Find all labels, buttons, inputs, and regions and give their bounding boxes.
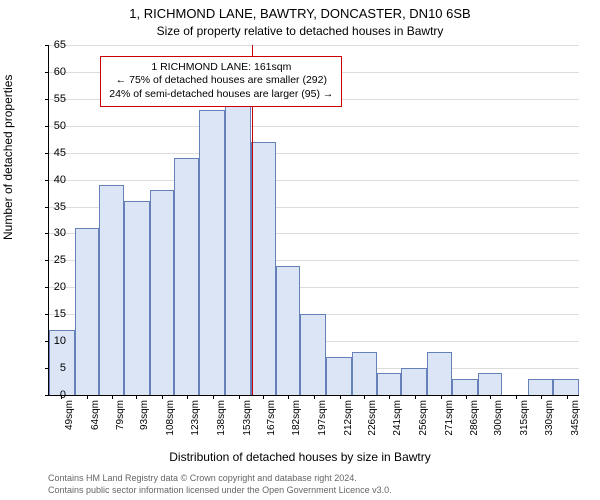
xtick-mark — [490, 395, 491, 399]
ytick-label: 40 — [42, 174, 66, 186]
xtick-label: 226sqm — [367, 400, 378, 436]
gridline — [49, 153, 579, 154]
gridline — [49, 180, 579, 181]
histogram-bar — [276, 266, 300, 395]
ytick-label: 10 — [42, 335, 66, 347]
histogram-bar — [478, 373, 502, 395]
ytick-label: 50 — [42, 120, 66, 132]
ytick-label: 5 — [42, 362, 66, 374]
histogram-bar — [124, 201, 150, 395]
histogram-bar — [452, 379, 478, 395]
xtick-label: 123sqm — [190, 400, 201, 436]
xtick-label: 271sqm — [444, 400, 455, 436]
chart-plot-area: 49sqm64sqm79sqm93sqm108sqm123sqm138sqm15… — [48, 45, 579, 396]
ytick-label: 55 — [42, 93, 66, 105]
histogram-bar — [225, 104, 251, 395]
xtick-mark — [364, 395, 365, 399]
xtick-label: 49sqm — [64, 400, 75, 430]
xtick-mark — [541, 395, 542, 399]
xtick-label: 256sqm — [418, 400, 429, 436]
histogram-bar — [528, 379, 554, 395]
histogram-bar — [377, 373, 401, 395]
xtick-label: 153sqm — [242, 400, 253, 436]
histogram-bar — [553, 379, 579, 395]
xtick-mark — [466, 395, 467, 399]
histogram-bar — [352, 352, 378, 395]
gridline — [49, 126, 579, 127]
histogram-bar — [326, 357, 352, 395]
ytick-label: 35 — [42, 201, 66, 213]
xtick-mark — [162, 395, 163, 399]
xtick-label: 212sqm — [343, 400, 354, 436]
histogram-bar — [150, 190, 174, 395]
histogram-bar — [174, 158, 200, 395]
histogram-bar — [427, 352, 453, 395]
xtick-label: 138sqm — [216, 400, 227, 436]
histogram-bar — [300, 314, 326, 395]
chart-subtitle: Size of property relative to detached ho… — [0, 24, 600, 38]
chart-title-address: 1, RICHMOND LANE, BAWTRY, DONCASTER, DN1… — [0, 6, 600, 21]
xtick-mark — [239, 395, 240, 399]
xtick-mark — [187, 395, 188, 399]
xtick-mark — [136, 395, 137, 399]
ytick-label: 20 — [42, 281, 66, 293]
ytick-label: 0 — [42, 389, 66, 401]
ytick-label: 65 — [42, 39, 66, 51]
xtick-label: 79sqm — [115, 400, 126, 430]
xtick-mark — [340, 395, 341, 399]
xtick-mark — [213, 395, 214, 399]
xtick-label: 241sqm — [392, 400, 403, 436]
xtick-label: 300sqm — [493, 400, 504, 436]
y-axis-label: Number of detached properties — [1, 75, 15, 240]
xtick-mark — [389, 395, 390, 399]
xtick-label: 315sqm — [519, 400, 530, 436]
xtick-label: 167sqm — [266, 400, 277, 436]
xtick-mark — [567, 395, 568, 399]
xtick-mark — [314, 395, 315, 399]
annotation-line: 1 RICHMOND LANE: 161sqm — [109, 61, 333, 75]
xtick-label: 330sqm — [544, 400, 555, 436]
ytick-label: 60 — [42, 66, 66, 78]
histogram-bar — [251, 142, 277, 395]
xtick-mark — [112, 395, 113, 399]
xtick-mark — [87, 395, 88, 399]
ytick-label: 45 — [42, 147, 66, 159]
xtick-label: 108sqm — [165, 400, 176, 436]
ytick-label: 25 — [42, 254, 66, 266]
xtick-mark — [263, 395, 264, 399]
x-axis-label: Distribution of detached houses by size … — [0, 450, 600, 464]
xtick-label: 93sqm — [139, 400, 150, 430]
histogram-bar — [401, 368, 427, 395]
xtick-label: 197sqm — [317, 400, 328, 436]
footer-copyright-2: Contains public sector information licen… — [48, 485, 392, 495]
gridline — [49, 45, 579, 46]
ytick-label: 30 — [42, 227, 66, 239]
ytick-label: 15 — [42, 308, 66, 320]
xtick-label: 286sqm — [469, 400, 480, 436]
xtick-mark — [415, 395, 416, 399]
xtick-mark — [288, 395, 289, 399]
xtick-label: 64sqm — [90, 400, 101, 430]
annotation-line: ← 75% of detached houses are smaller (29… — [109, 74, 333, 88]
xtick-mark — [441, 395, 442, 399]
xtick-mark — [516, 395, 517, 399]
xtick-label: 345sqm — [570, 400, 581, 436]
annotation-line: 24% of semi-detached houses are larger (… — [109, 88, 333, 102]
histogram-bar — [99, 185, 125, 395]
histogram-bar — [75, 228, 99, 395]
histogram-bar — [199, 110, 225, 395]
annotation-box: 1 RICHMOND LANE: 161sqm← 75% of detached… — [100, 56, 342, 107]
footer-copyright-1: Contains HM Land Registry data © Crown c… — [48, 473, 357, 483]
xtick-label: 182sqm — [291, 400, 302, 436]
